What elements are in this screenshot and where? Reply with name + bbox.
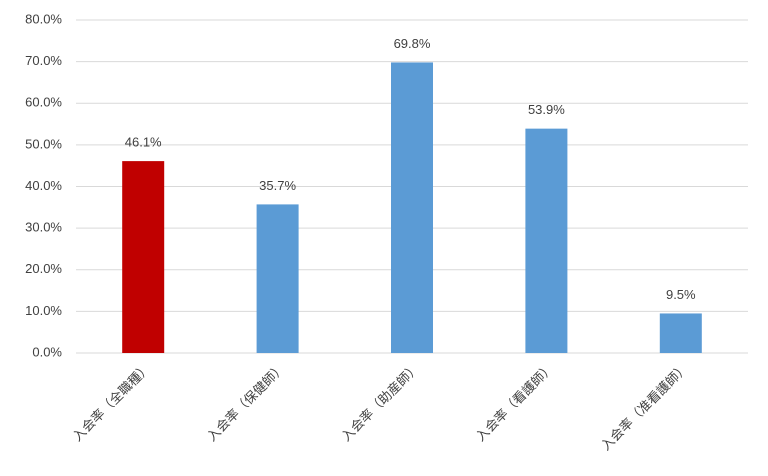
y-tick-label: 10.0%: [25, 303, 62, 318]
bar: [659, 313, 702, 353]
y-tick-label: 80.0%: [25, 11, 62, 26]
y-tick-label: 50.0%: [25, 136, 62, 151]
bar: [391, 62, 433, 354]
x-tick-label: 入会率（保健師）: [204, 360, 288, 444]
y-tick-label: 20.0%: [25, 261, 62, 276]
data-label: 46.1%: [125, 135, 162, 150]
data-label: 35.7%: [259, 178, 296, 193]
bar: [122, 161, 165, 353]
data-label: 69.8%: [394, 36, 431, 51]
y-tick-label: 40.0%: [25, 178, 62, 193]
bar: [525, 128, 568, 353]
data-label: 9.5%: [666, 287, 696, 302]
y-tick-label: 30.0%: [25, 220, 62, 235]
data-label: 53.9%: [528, 102, 565, 117]
y-tick-label: 70.0%: [25, 53, 62, 68]
y-tick-label: 0.0%: [32, 344, 62, 359]
x-tick-label: 入会率（准看護師）: [598, 360, 691, 453]
bar: [256, 204, 299, 353]
y-tick-label: 60.0%: [25, 95, 62, 110]
x-tick-label: 入会率（全職種）: [70, 360, 154, 444]
x-tick-label: 入会率（看護師）: [473, 360, 557, 444]
x-tick-label: 入会率（助産師）: [338, 360, 422, 444]
